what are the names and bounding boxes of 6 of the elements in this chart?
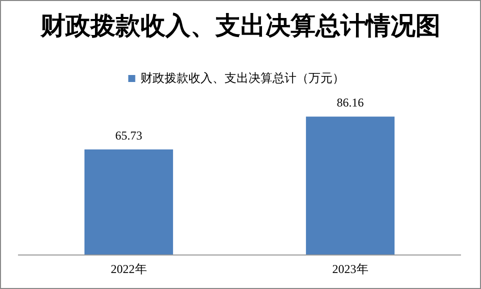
data-label: 86.16 bbox=[336, 96, 364, 110]
x-tick-label: 2023年 bbox=[332, 262, 368, 276]
data-label: 65.73 bbox=[115, 128, 142, 142]
legend-label: 财政拨款收入、支出决算总计（万元） bbox=[140, 71, 344, 85]
x-tick-label: 2022年 bbox=[110, 262, 147, 276]
chart-title: 财政拨款收入、支出决算总计情况图 bbox=[40, 11, 440, 40]
